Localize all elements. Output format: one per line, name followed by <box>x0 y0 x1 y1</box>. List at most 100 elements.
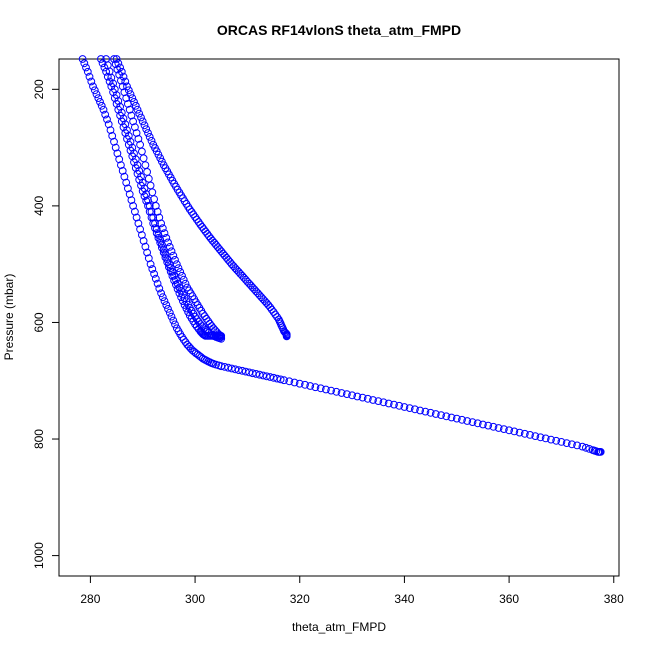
data-point <box>224 256 233 264</box>
data-point <box>178 271 186 280</box>
data-point <box>353 392 362 401</box>
data-point <box>552 436 561 445</box>
data-point <box>227 364 236 373</box>
data-point <box>128 94 137 102</box>
data-point <box>557 438 566 446</box>
data-point <box>169 316 178 325</box>
data-point <box>369 396 377 404</box>
data-point <box>92 90 101 99</box>
data-point <box>116 63 124 72</box>
data-point <box>150 270 159 278</box>
data-point <box>515 428 524 437</box>
data-point <box>144 129 152 137</box>
data-point <box>122 94 131 102</box>
data-point <box>122 178 131 187</box>
data-point <box>145 202 154 210</box>
data-point <box>562 439 571 448</box>
data-point <box>139 154 148 163</box>
data-point <box>217 333 226 341</box>
data-point <box>179 275 188 284</box>
data-point <box>107 73 116 82</box>
data-point <box>379 398 388 407</box>
data-point <box>252 370 261 378</box>
data-point <box>144 196 152 205</box>
data-point <box>526 431 534 439</box>
data-point <box>131 155 140 164</box>
data-point <box>117 161 125 170</box>
data-point <box>301 380 309 389</box>
data-point <box>163 255 172 264</box>
data-point <box>421 407 430 416</box>
data-point <box>505 426 514 435</box>
data-point <box>269 373 278 382</box>
data-point <box>215 331 224 340</box>
data-point <box>327 386 336 395</box>
data-point <box>83 67 92 76</box>
data-point <box>212 241 220 249</box>
data-point <box>112 91 121 99</box>
data-point <box>161 253 170 262</box>
data-point <box>171 256 179 264</box>
data-point <box>125 190 134 199</box>
data-point <box>137 113 145 122</box>
data-point <box>431 410 440 418</box>
data-point <box>138 117 147 126</box>
data-point <box>176 268 185 276</box>
data-point <box>166 264 175 273</box>
data-point <box>163 258 172 267</box>
data-point <box>151 202 160 210</box>
data-point <box>322 385 330 394</box>
data-point <box>142 125 151 134</box>
data-point <box>416 406 425 415</box>
data-point <box>89 82 97 91</box>
data-point <box>282 332 291 341</box>
data-point <box>547 435 555 444</box>
data-point <box>87 77 96 86</box>
data-point <box>125 105 134 114</box>
data-point <box>143 248 152 257</box>
data-point <box>140 184 149 193</box>
data-point <box>173 279 182 288</box>
data-point <box>426 408 435 417</box>
data-point <box>174 264 183 273</box>
data-point <box>220 251 229 260</box>
data-point <box>103 72 112 81</box>
data-point <box>405 404 414 413</box>
data-point <box>463 417 472 425</box>
data-point <box>124 184 132 193</box>
x-tick-label: 280 <box>80 592 100 606</box>
data-point <box>306 382 315 390</box>
data-point <box>266 373 275 381</box>
data-point <box>129 117 138 126</box>
data-point <box>114 59 123 68</box>
data-point <box>168 268 177 276</box>
data-point <box>126 90 135 99</box>
data-point <box>224 363 233 372</box>
data-point <box>99 105 108 114</box>
data-point <box>358 393 367 402</box>
data-point <box>141 242 150 251</box>
data-point <box>148 188 157 197</box>
data-point <box>157 289 166 298</box>
data-point <box>148 265 157 273</box>
data-point <box>158 224 167 233</box>
data-point <box>109 79 117 88</box>
data-point <box>96 98 104 106</box>
data-point <box>248 369 257 378</box>
data-point <box>101 110 110 119</box>
data-point <box>110 55 118 63</box>
data-point <box>210 238 219 247</box>
data-point <box>137 172 145 181</box>
data-point <box>468 418 477 427</box>
data-point <box>172 275 180 284</box>
data-point <box>136 225 145 234</box>
data-point <box>220 363 229 371</box>
data-point <box>147 136 156 145</box>
data-point <box>520 429 529 438</box>
data-point <box>85 72 94 81</box>
y-tick-label: 800 <box>32 429 46 449</box>
data-point <box>127 111 136 120</box>
data-point <box>146 260 155 269</box>
data-point <box>160 229 169 238</box>
data-point <box>337 389 346 397</box>
